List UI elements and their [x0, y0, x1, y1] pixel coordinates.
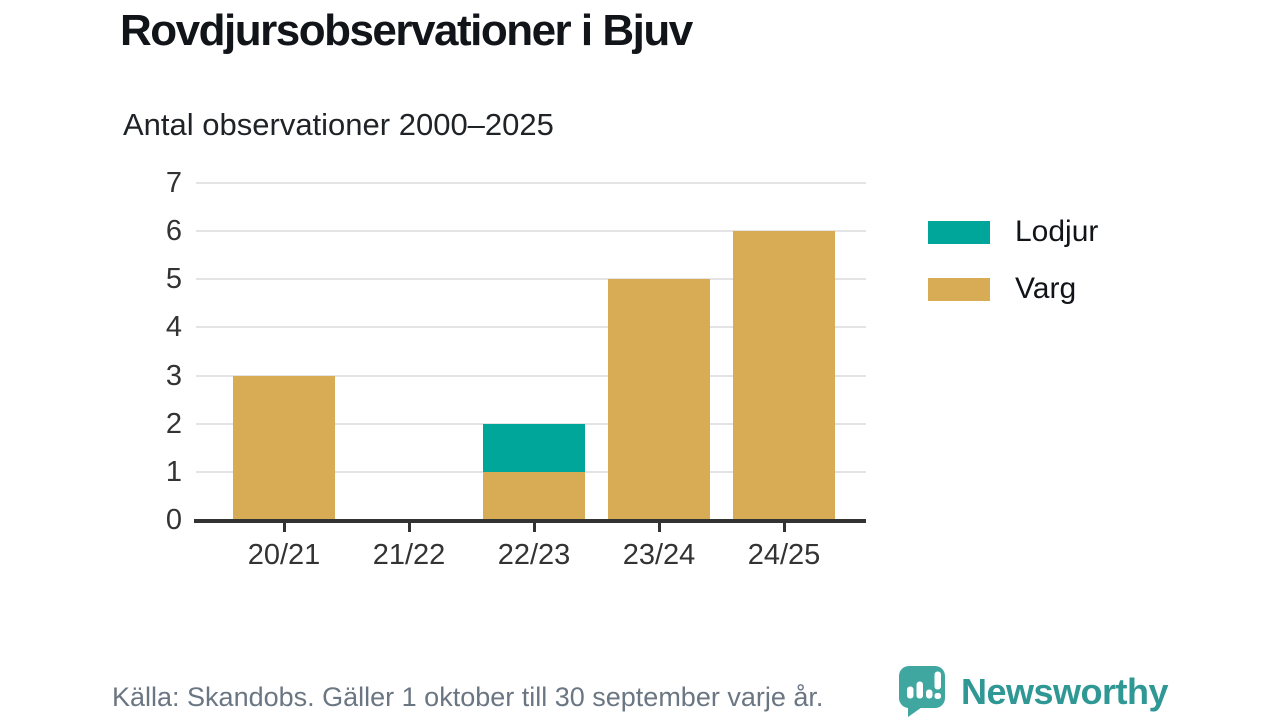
x-tick-label-24/25: 24/25	[747, 539, 821, 571]
x-tick-22/23	[532, 522, 536, 532]
y-tick-label-1: 1	[165, 455, 182, 488]
legend-item-varg: Varg	[928, 272, 1098, 306]
x-tick-label-21/22: 21/22	[372, 539, 446, 571]
legend-swatch-varg	[928, 277, 990, 301]
gridline-y6	[196, 230, 866, 233]
newsworthy-wordmark: Newsworthy	[961, 670, 1169, 712]
legend-label: Varg	[1015, 272, 1077, 305]
gridline-y3	[196, 374, 866, 377]
gridline-y7	[196, 182, 866, 184]
x-tick-label-22/23: 22/23	[497, 539, 571, 571]
chart-subtitle: Antal observationer 2000–2025	[123, 107, 554, 142]
bar-varg-20/21	[233, 375, 335, 520]
y-tick-label-3: 3	[165, 359, 182, 392]
x-tick-label-20/21: 20/21	[247, 539, 321, 571]
gridline-y4	[196, 326, 866, 329]
legend-item-lodjur: Lodjur	[928, 215, 1098, 249]
legend-label: Lodjur	[1015, 215, 1099, 248]
y-tick-label-0: 0	[165, 504, 182, 536]
gridline-y5	[196, 278, 866, 281]
bar-lodjur-22/23	[483, 423, 585, 472]
x-tick-label-23/24: 23/24	[622, 539, 696, 571]
y-tick-label-7: 7	[165, 167, 182, 199]
x-axis-line	[194, 519, 866, 523]
y-tick-label-2: 2	[165, 407, 182, 440]
bar-varg-22/23	[483, 471, 585, 520]
legend: Lodjur Varg	[928, 215, 1098, 329]
chart-title: Rovdjursobservationer i Bjuv	[120, 6, 693, 55]
bar-varg-23/24	[608, 279, 710, 520]
y-tick-label-6: 6	[165, 215, 182, 248]
x-tick-24/25	[782, 522, 786, 532]
y-tick-label-5: 5	[165, 263, 182, 296]
legend-swatch-lodjur	[928, 220, 990, 244]
x-tick-23/24	[657, 522, 661, 532]
newsworthy-logo-icon	[899, 666, 945, 717]
y-tick-label-4: 4	[165, 311, 182, 344]
x-tick-20/21	[282, 522, 286, 532]
newsworthy-logo: Newsworthy	[898, 665, 1169, 718]
x-tick-21/22	[407, 522, 411, 532]
source-note: Källa: Skandobs. Gäller 1 oktober till 3…	[112, 682, 824, 712]
bar-varg-24/25	[733, 231, 835, 520]
